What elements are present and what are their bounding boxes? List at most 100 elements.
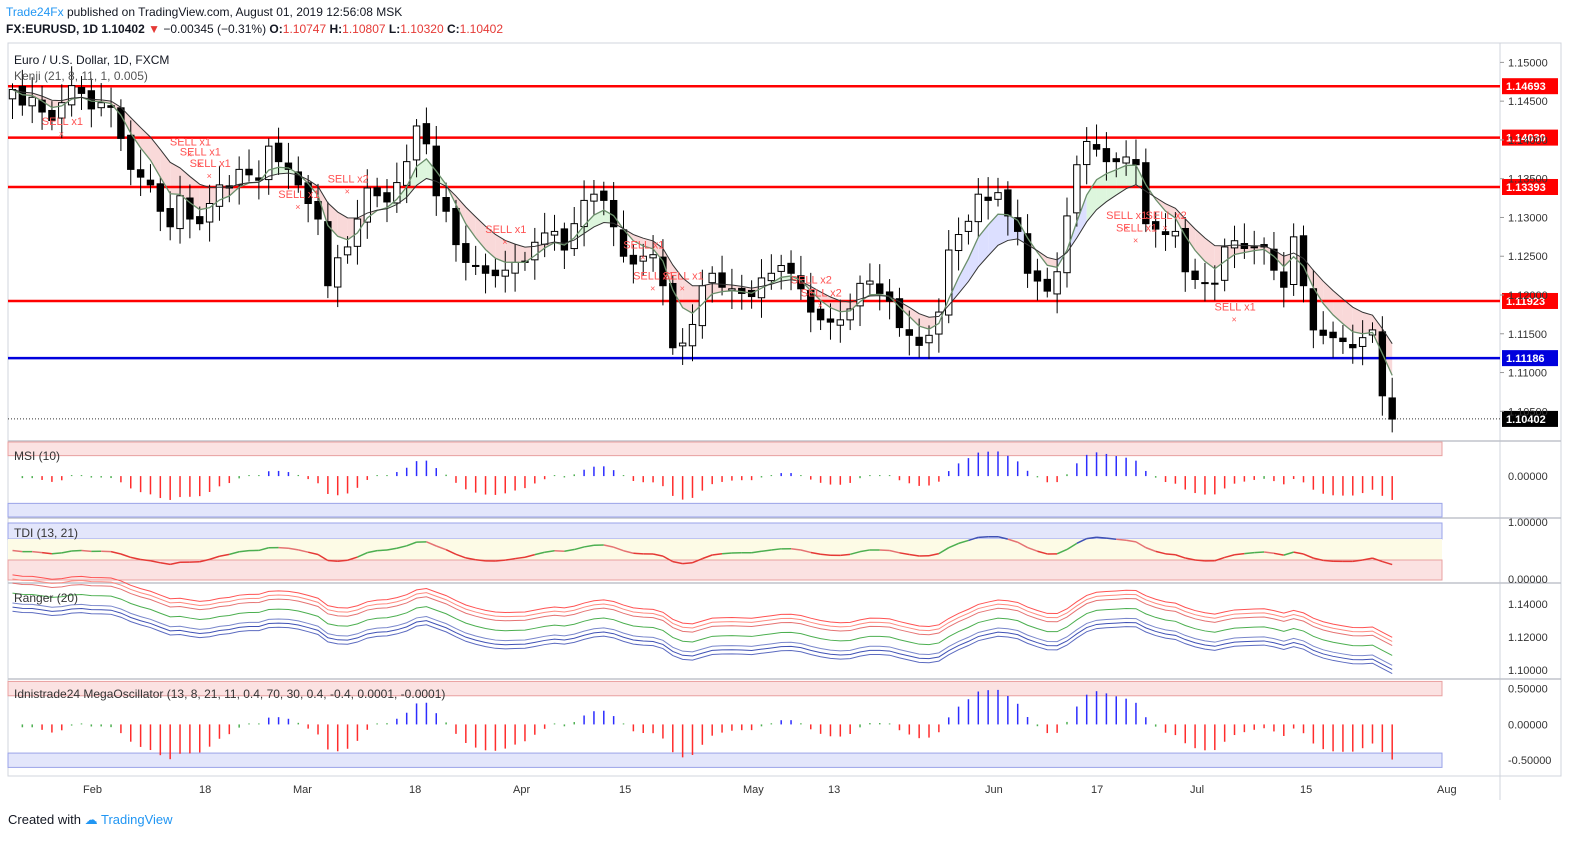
open-value: 1.10747 xyxy=(282,22,327,36)
high-label: H: xyxy=(329,22,343,36)
tdi-line-segment xyxy=(1382,560,1393,566)
symbol-label[interactable]: FX:EURUSD, 1D xyxy=(6,22,99,36)
tdi-line-segment xyxy=(810,551,821,556)
candle xyxy=(38,99,46,113)
candle xyxy=(452,207,460,246)
tdi-line-segment xyxy=(1116,538,1127,541)
kenji-cloud-segment xyxy=(318,186,328,226)
tdi-line-segment xyxy=(1106,537,1117,541)
candle xyxy=(895,298,904,329)
candle xyxy=(1230,240,1239,249)
tradingview-link[interactable]: TradingView xyxy=(101,812,173,827)
candle xyxy=(1388,397,1396,420)
candle xyxy=(422,123,431,145)
candle xyxy=(235,168,243,186)
candle xyxy=(1201,282,1209,285)
candle xyxy=(777,265,785,272)
candle xyxy=(1339,337,1347,343)
y-tick-label: 1.13000 xyxy=(1508,212,1548,224)
candle xyxy=(767,272,776,282)
candle xyxy=(925,334,933,344)
tdi-line-segment xyxy=(406,541,417,547)
tdi-line-segment xyxy=(751,550,762,554)
kenji-cloud-segment xyxy=(495,234,506,263)
x-tick-label: Feb xyxy=(83,784,102,796)
candle xyxy=(245,168,253,176)
y-tick-label: 1.14000 xyxy=(1508,135,1548,147)
tdi-line-segment xyxy=(1175,554,1186,559)
candle xyxy=(156,183,165,212)
y-tick-label: 0.00000 xyxy=(1508,719,1548,731)
tdi-line-segment xyxy=(32,550,43,554)
candle xyxy=(196,216,204,225)
tdi-line-segment xyxy=(662,555,674,563)
candle xyxy=(77,87,86,94)
tdi-line-segment xyxy=(1244,551,1255,555)
tdi-line-segment xyxy=(692,557,703,564)
tdi-line-segment xyxy=(1037,550,1048,555)
candle xyxy=(97,102,105,109)
x-tick-label: May xyxy=(743,784,764,796)
candle xyxy=(600,190,608,201)
ranger-band-line xyxy=(12,582,1393,647)
y-tick-label: 1.10500 xyxy=(1508,406,1548,418)
tdi-line-segment xyxy=(41,551,53,555)
sell-signal-label: SELL x1 xyxy=(42,116,83,128)
sell-signal-marker: × xyxy=(295,202,300,212)
open-label: O: xyxy=(269,22,283,36)
candle xyxy=(639,255,647,262)
sell-signal-label: SELL x2 xyxy=(801,288,842,300)
tdi-line-segment xyxy=(1125,539,1137,543)
sell-signal-label: SELL x1 xyxy=(1215,302,1256,314)
tdi-line-segment xyxy=(1254,551,1265,554)
kenji-cloud-segment xyxy=(1086,179,1097,222)
sell-signal-marker: × xyxy=(502,237,507,247)
ranger-band-line xyxy=(12,602,1393,666)
tdi-line-segment xyxy=(307,551,319,556)
x-tick-label: Aug xyxy=(1437,784,1457,796)
author-link[interactable]: Trade24Fx xyxy=(6,5,64,19)
tdi-line-segment xyxy=(702,554,713,560)
candle xyxy=(1053,271,1061,295)
sell-signal-marker: × xyxy=(818,301,823,311)
candle xyxy=(678,342,687,347)
kenji-cloud-segment xyxy=(998,214,1008,246)
tdi-line-segment xyxy=(909,553,920,557)
last-price: 1.10402 xyxy=(101,22,145,36)
candle xyxy=(797,275,805,290)
candle xyxy=(836,319,845,326)
mega-lower-band xyxy=(7,752,1443,768)
sell-signal-marker: × xyxy=(207,171,212,181)
tdi-line-segment xyxy=(120,553,132,559)
kenji-cloud-segment xyxy=(1362,312,1373,334)
candle xyxy=(964,220,973,232)
kenji-cloud-segment xyxy=(1096,173,1107,210)
indicator-title: Idnistrade24 MegaOscillator (13, 8, 21, … xyxy=(14,687,445,701)
down-arrow-icon: ▼ xyxy=(148,22,160,36)
sell-signal-marker: × xyxy=(1123,223,1128,233)
sell-signal-label: SELL x1 xyxy=(663,270,704,282)
candle xyxy=(334,257,342,288)
tdi-line-segment xyxy=(51,552,62,555)
kenji-cloud-segment xyxy=(455,196,466,224)
tdi-line-segment xyxy=(367,549,378,554)
tdi-line-segment xyxy=(1362,557,1373,561)
tdi-line-segment xyxy=(327,559,338,562)
candle xyxy=(48,109,56,122)
msi-lower-band xyxy=(7,502,1443,518)
tdi-line-segment xyxy=(1195,559,1206,562)
candle xyxy=(462,243,470,263)
tdi-line-segment xyxy=(1086,536,1097,540)
tdi-line-segment xyxy=(800,549,811,554)
sell-signal-marker: × xyxy=(187,149,192,159)
kenji-cloud-segment xyxy=(682,277,693,314)
kenji-cloud-segment xyxy=(1204,238,1215,269)
kenji-cloud-segment xyxy=(919,313,930,330)
candle xyxy=(649,254,657,259)
tdi-line-segment xyxy=(889,549,900,554)
sell-signal-marker: × xyxy=(640,252,645,262)
tdi-line-segment xyxy=(1234,552,1245,556)
tdi-line-segment xyxy=(722,552,732,555)
tdi-line-segment xyxy=(426,541,437,547)
